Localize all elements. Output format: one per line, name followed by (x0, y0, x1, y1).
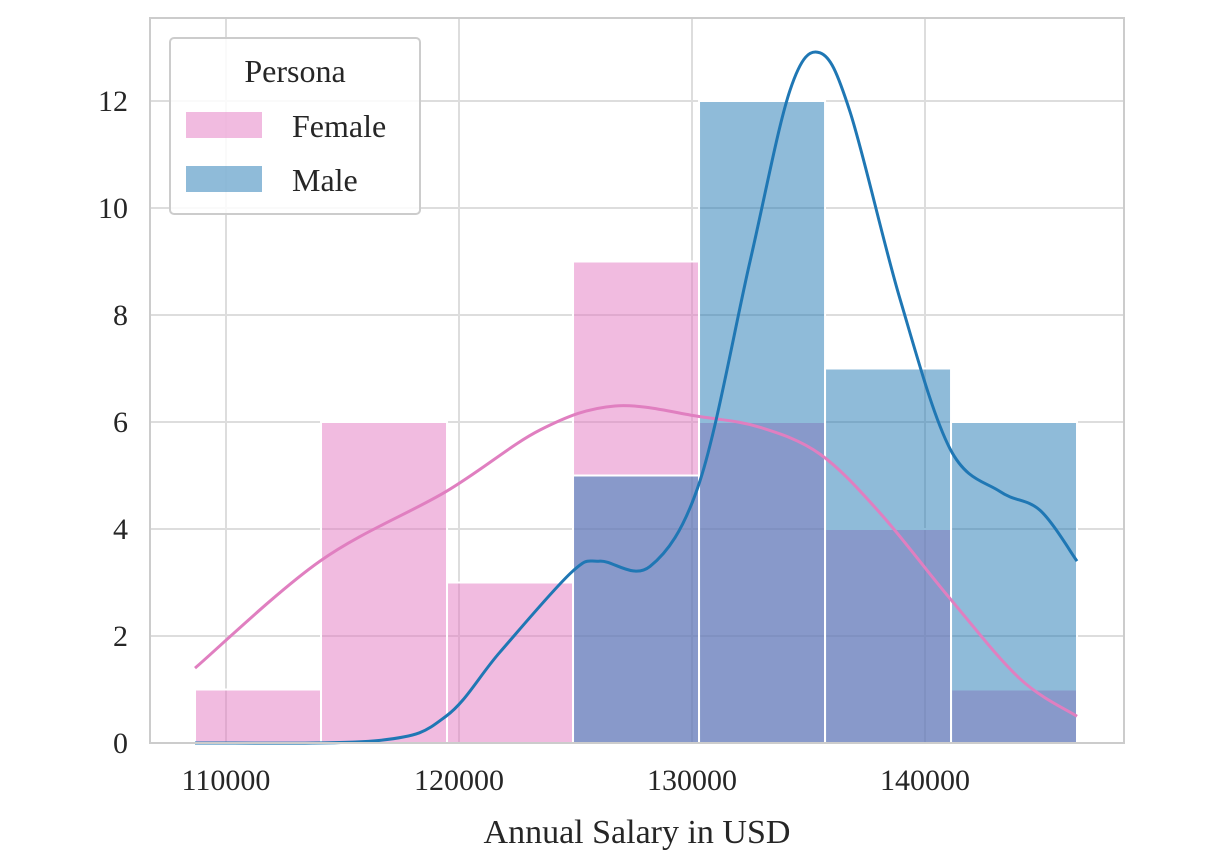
y-tick-label: 12 (98, 85, 128, 118)
x-axis-label: Annual Salary in USD (484, 814, 791, 851)
plot-frame (149, 17, 1125, 744)
x-tick-label: 140000 (880, 764, 970, 797)
bar-female (320, 421, 449, 744)
legend-label-male: Male (292, 162, 358, 198)
x-tick-label: 110000 (182, 764, 271, 797)
legend-title: Persona (244, 53, 345, 89)
kde-curves (194, 50, 1079, 745)
y-tick-label: 2 (113, 620, 128, 653)
y-tick-label: 10 (98, 192, 128, 225)
y-tick-label: 6 (113, 406, 128, 439)
legend-swatch-male (186, 166, 262, 192)
bar-male (950, 421, 1079, 744)
x-tick-label: 130000 (647, 764, 737, 797)
bar-female (194, 688, 323, 744)
legend-swatch-female (186, 112, 262, 138)
x-tick-label: 120000 (414, 764, 504, 797)
kde-line-male (194, 50, 1079, 745)
kde-line-female (194, 404, 1078, 718)
y-tick-label: 4 (113, 513, 128, 546)
legend: Persona Female Male (169, 37, 421, 215)
y-tick-label: 0 (113, 727, 128, 760)
tick-labels: 110000 120000 130000 140000 0 2 4 6 8 10 12 (98, 85, 970, 797)
y-tick-label: 8 (113, 299, 128, 332)
bar-male (572, 474, 701, 744)
bar-male (698, 100, 827, 744)
bar-female (446, 581, 575, 744)
bars (194, 100, 1079, 744)
bar-male (824, 367, 953, 744)
legend-label-female: Female (292, 108, 386, 144)
